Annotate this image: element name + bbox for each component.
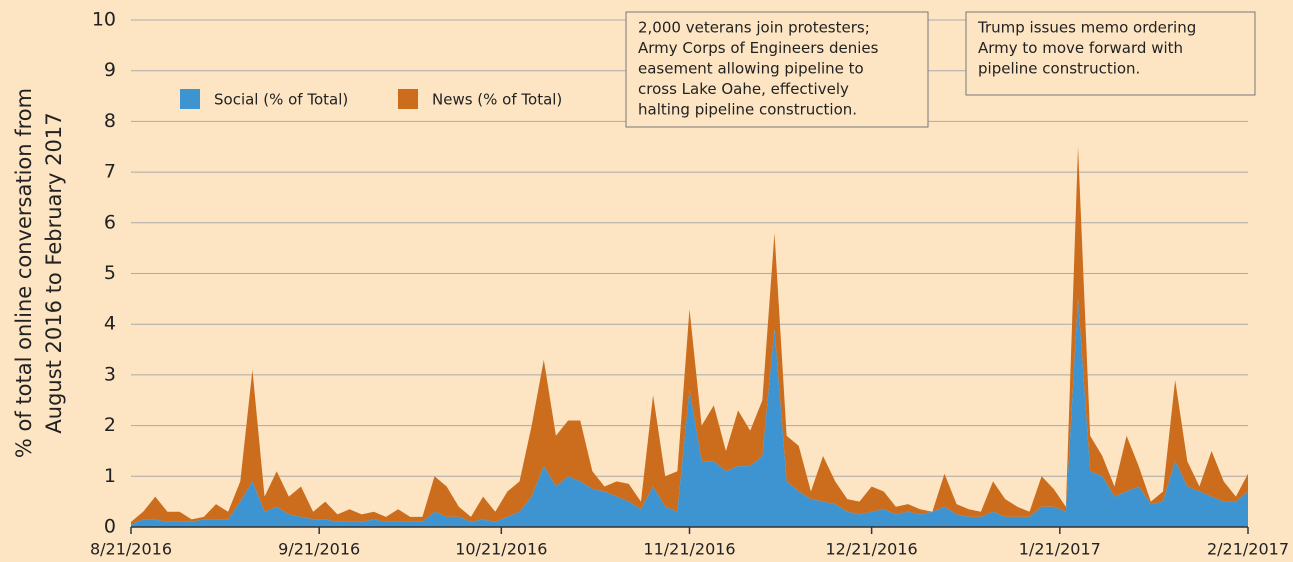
x-tick-label: 2/21/2017 bbox=[1207, 540, 1289, 559]
annotation-text: pipeline construction. bbox=[978, 60, 1140, 78]
annotation-text: Trump issues memo ordering bbox=[977, 19, 1196, 37]
legend-swatch bbox=[180, 89, 200, 109]
legend-label: Social (% of Total) bbox=[214, 91, 348, 109]
area bbox=[131, 298, 1248, 527]
y-tick-label: 3 bbox=[104, 363, 116, 385]
y-axis-title: % of total online conversation from bbox=[12, 88, 36, 458]
y-tick-label: 9 bbox=[104, 59, 116, 81]
y-tick-label: 10 bbox=[92, 9, 116, 31]
y-tick-label: 2 bbox=[104, 414, 116, 436]
annotation-text: cross Lake Oahe, effectively bbox=[638, 80, 849, 98]
x-tick-label: 1/21/2017 bbox=[1019, 540, 1101, 559]
annotation-text: easement allowing pipeline to bbox=[638, 60, 864, 78]
y-tick-label: 4 bbox=[104, 313, 116, 335]
area bbox=[131, 146, 1248, 525]
y-tick-label: 0 bbox=[104, 516, 116, 538]
x-tick-label: 11/21/2016 bbox=[643, 540, 735, 559]
y-tick-label: 1 bbox=[104, 465, 116, 487]
annotation-box bbox=[965, 11, 1256, 96]
y-axis-title: August 2016 to February 2017 bbox=[42, 112, 66, 433]
legend-swatch bbox=[398, 89, 418, 109]
annotation-text: Army Corps of Engineers denies bbox=[638, 39, 879, 57]
annotation-text: halting pipeline construction. bbox=[638, 101, 857, 119]
x-tick-label: 12/21/2016 bbox=[826, 540, 918, 559]
y-tick-label: 5 bbox=[104, 262, 116, 284]
annotation-text: Army to move forward with bbox=[978, 39, 1183, 57]
annotation-box bbox=[625, 11, 929, 128]
annotation-text: 2,000 veterans join protesters; bbox=[638, 19, 870, 37]
x-tick-label: 9/21/2016 bbox=[278, 540, 360, 559]
y-tick-label: 8 bbox=[104, 110, 116, 132]
x-tick-label: 10/21/2016 bbox=[455, 540, 547, 559]
x-tick-label: 8/21/2016 bbox=[90, 540, 172, 559]
legend-label: News (% of Total) bbox=[432, 91, 562, 109]
y-tick-label: 6 bbox=[104, 211, 116, 233]
y-tick-label: 7 bbox=[104, 161, 116, 183]
